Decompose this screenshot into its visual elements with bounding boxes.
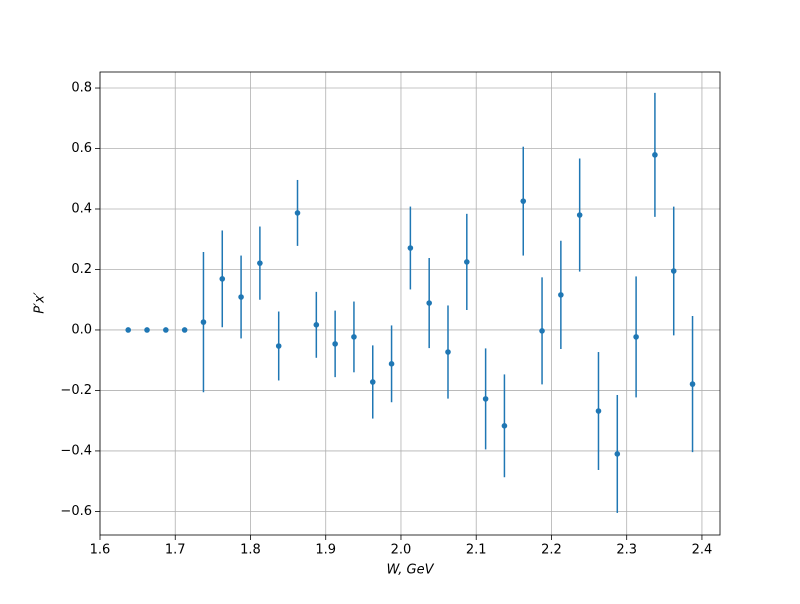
data-point: [238, 294, 244, 300]
data-point: [369, 379, 376, 385]
data-point: [558, 292, 564, 298]
data-point: [426, 300, 432, 306]
data-point: [275, 343, 282, 349]
y-tick-label: 0.0: [71, 322, 92, 337]
y-axis-label: P′x′: [33, 292, 48, 313]
data-point: [539, 328, 545, 334]
x-tick-label: 2.1: [466, 543, 487, 558]
y-tick-label: 0.8: [71, 81, 92, 96]
data-point: [181, 327, 188, 333]
data-point: [595, 408, 602, 414]
y-tick-label: −0.4: [60, 443, 92, 458]
x-tick-label: 1.8: [240, 543, 261, 558]
data-point: [163, 327, 169, 333]
data-point: [407, 245, 414, 251]
x-tick-label: 1.6: [90, 543, 111, 558]
y-tick-label: 0.4: [71, 201, 92, 216]
y-tick-label: 0.6: [71, 141, 92, 156]
data-point: [576, 212, 583, 218]
data-point: [482, 396, 489, 402]
data-point: [689, 381, 696, 387]
x-axis-label: W, GeV: [386, 563, 434, 578]
data-point: [332, 341, 338, 347]
data-point: [257, 260, 263, 266]
data-point: [464, 259, 470, 265]
data-point: [219, 276, 226, 282]
x-tick-label: 2.0: [391, 543, 412, 558]
data-point: [633, 334, 639, 340]
x-tick-label: 2.4: [692, 543, 713, 558]
x-tick-label: 1.7: [165, 543, 186, 558]
data-point: [388, 361, 395, 367]
data-point: [445, 349, 451, 355]
data-point: [501, 423, 508, 429]
plot-frame: [99, 71, 721, 536]
y-tick-label: 0.2: [71, 262, 92, 277]
data-point: [351, 334, 357, 340]
data-point: [313, 322, 320, 328]
data-point: [125, 327, 132, 333]
data-point: [614, 451, 621, 457]
data-point: [144, 327, 150, 333]
y-tick-label: −0.6: [60, 504, 92, 519]
data-point: [294, 210, 301, 216]
data-point: [200, 319, 207, 325]
data-point: [652, 152, 658, 158]
x-tick-label: 2.3: [616, 543, 637, 558]
x-tick-label: 2.2: [541, 543, 562, 558]
data-point: [670, 268, 677, 274]
x-tick-label: 1.9: [315, 543, 336, 558]
data-point: [520, 198, 527, 204]
y-tick-label: −0.2: [60, 383, 92, 398]
